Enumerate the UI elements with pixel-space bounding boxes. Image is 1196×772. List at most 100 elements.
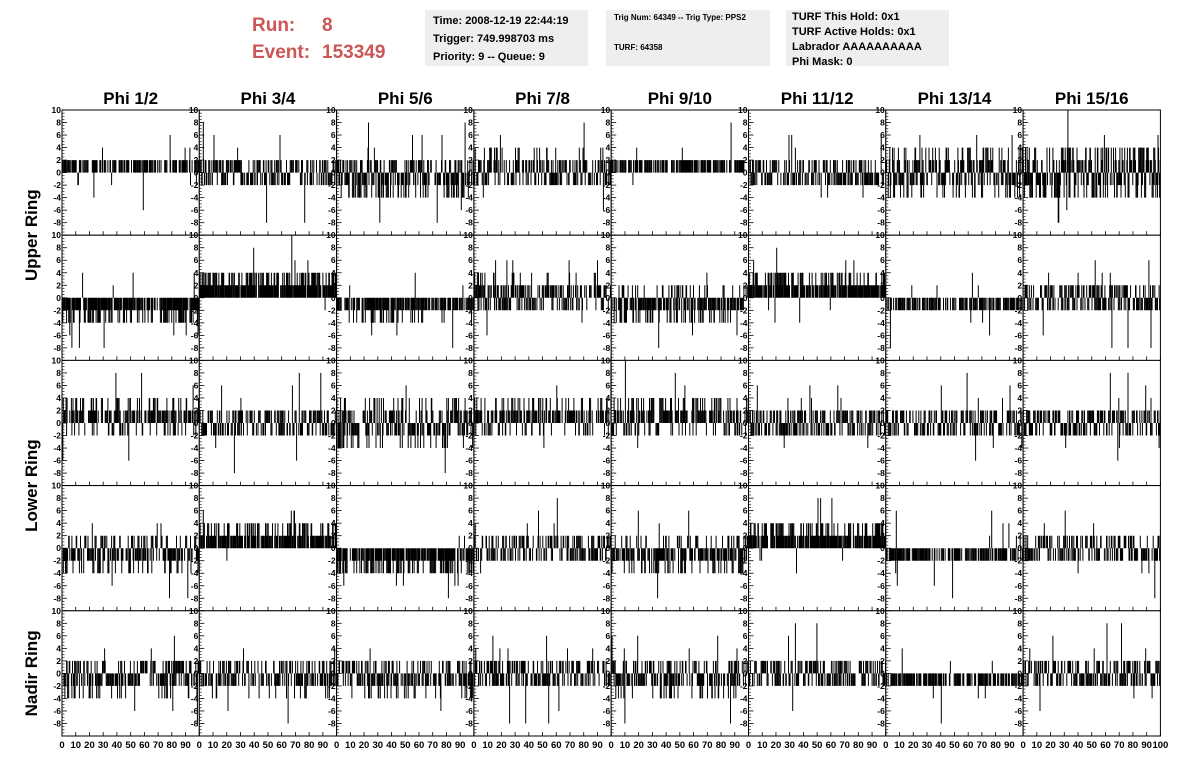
y-tick-label: 2 [605, 155, 610, 165]
x-tick-label: 80 [1128, 740, 1139, 751]
x-tick-label: 70 [153, 740, 164, 751]
y-tick-label: -2 [1015, 180, 1023, 190]
waveform-series [611, 272, 749, 348]
y-tick-label: 0 [605, 168, 610, 178]
y-tick-label: -2 [740, 681, 748, 691]
y-tick-label: 0 [880, 543, 885, 553]
y-tick-label: -4 [877, 318, 885, 328]
y-tick-label: -6 [1015, 456, 1023, 466]
y-tick-label: 2 [194, 405, 199, 415]
panel-r4-c5: -8 -6 -4 -2 0 2 4 6 8 10 [601, 481, 750, 612]
y-tick-label: -4 [603, 193, 611, 203]
y-tick-label: 0 [331, 668, 336, 678]
y-tick-label: 0 [1017, 293, 1022, 303]
y-tick-label: 4 [743, 143, 748, 153]
y-tick-label: 6 [605, 130, 610, 140]
y-tick-label: -4 [328, 693, 336, 703]
y-tick-label: 2 [743, 155, 748, 165]
y-tick-label: 4 [331, 143, 336, 153]
y-tick-label: 8 [605, 243, 610, 253]
y-tick-label: 6 [468, 506, 473, 516]
y-tick-label: 4 [331, 643, 336, 653]
y-tick-label: 10 [52, 230, 62, 240]
y-tick-label: -4 [328, 318, 336, 328]
waveform-series [1022, 623, 1161, 711]
x-tick-label: 70 [702, 740, 713, 751]
y-tick-label: 4 [605, 518, 610, 528]
waveform-series [885, 135, 1024, 198]
panel-r2-c5: -8 -6 -4 -2 0 2 4 6 8 10 [601, 230, 750, 361]
y-tick-label: 10 [189, 355, 199, 365]
x-tick-label: 60 [688, 740, 699, 751]
panel-r2-c1: -8 -6 -4 -2 0 2 4 6 8 10 [52, 230, 200, 361]
x-tick-label: 90 [1004, 740, 1015, 751]
y-tick-label: 10 [326, 105, 336, 115]
y-tick-label: 4 [880, 143, 885, 153]
y-tick-label: 8 [194, 493, 199, 503]
trigger-text: Trigger: 749.998703 ms [433, 33, 555, 45]
y-tick-label: 2 [1017, 656, 1022, 666]
y-tick-label: 2 [331, 405, 336, 415]
y-tick-label: 4 [194, 393, 199, 403]
x-tick-label: 40 [386, 740, 397, 751]
y-tick-label: -4 [740, 193, 748, 203]
y-tick-label: -6 [53, 581, 61, 591]
y-tick-label: 8 [880, 243, 885, 253]
y-tick-label: -2 [191, 431, 199, 441]
y-tick-label: 10 [875, 230, 885, 240]
y-tick-label: 10 [189, 606, 199, 616]
y-tick-label: 10 [326, 230, 336, 240]
y-tick-label: -4 [740, 443, 748, 453]
y-tick-label: 8 [194, 243, 199, 253]
y-tick-label: -4 [191, 193, 199, 203]
y-tick-label: -4 [465, 693, 473, 703]
x-tick-label: 70 [1114, 740, 1125, 751]
y-tick-label: -6 [191, 330, 199, 340]
x-tick-label: 10 [894, 740, 905, 751]
y-tick-label: 4 [194, 143, 199, 153]
x-tick-label: 80 [716, 740, 727, 751]
x-tick-label: 50 [400, 740, 411, 751]
y-tick-label: -8 [328, 593, 336, 603]
y-tick-label: -4 [465, 568, 473, 578]
y-tick-label: 2 [468, 656, 473, 666]
y-tick-label: 8 [331, 118, 336, 128]
waveform-series [473, 260, 612, 336]
y-tick-label: -8 [191, 718, 199, 728]
panel-r2-c2: -8 -6 -4 -2 0 2 4 6 8 10 [189, 230, 338, 361]
x-tick-label: 0 [334, 740, 339, 751]
y-tick-label: 2 [468, 280, 473, 290]
column-header-8: Phi 15/16 [1055, 89, 1129, 108]
y-tick-label: 6 [56, 255, 61, 265]
turf-active-text: TURF Active Holds: 0x1 [792, 26, 916, 38]
y-tick-label: 2 [331, 531, 336, 541]
y-tick-label: -8 [1015, 343, 1023, 353]
y-tick-label: -6 [1015, 581, 1023, 591]
y-tick-label: 2 [1017, 155, 1022, 165]
y-tick-label: 8 [194, 618, 199, 628]
turf-hold-text: TURF This Hold: 0x1 [792, 11, 900, 23]
y-tick-label: 4 [743, 518, 748, 528]
panel-r3-c8: -8 -6 -4 -2 0 2 4 6 8 10 [1013, 355, 1161, 487]
y-tick-label: 6 [468, 255, 473, 265]
y-tick-label: 8 [743, 368, 748, 378]
panel-r1-c1: -8 -6 -4 -2 0 2 4 6 8 10 [52, 105, 200, 236]
y-tick-label: -6 [191, 456, 199, 466]
waveform-series [748, 623, 886, 711]
panel-frame [336, 610, 475, 737]
y-tick-label: -8 [603, 593, 611, 603]
y-tick-label: -4 [877, 693, 885, 703]
x-tick-label: 10 [70, 740, 81, 751]
x-tick-label: 90 [867, 740, 878, 751]
y-tick-label: 8 [56, 243, 61, 253]
y-tick-label: 2 [605, 531, 610, 541]
y-tick-label: 2 [331, 280, 336, 290]
y-tick-label: 2 [743, 405, 748, 415]
y-tick-label: 0 [194, 293, 199, 303]
x-tick-label: 20 [221, 740, 232, 751]
panel-r2-c4: -8 -6 -4 -2 0 2 4 6 8 10 [463, 230, 612, 361]
trig-num-text: Trig Num: 64349 -- Trig Type: PPS2 [614, 13, 746, 22]
y-tick-label: -8 [877, 218, 885, 228]
panel-r4-c7: -8 -6 -4 -2 0 2 4 6 8 10 [875, 481, 1024, 612]
y-tick-label: -6 [328, 706, 336, 716]
